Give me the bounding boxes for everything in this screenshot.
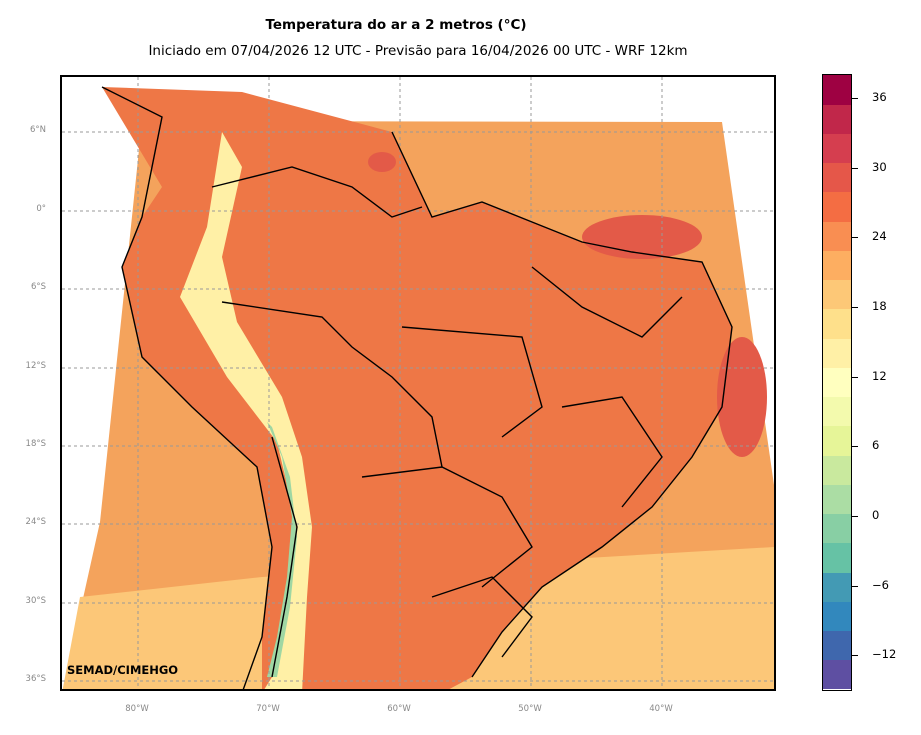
colorbar-tick-label: 24 bbox=[872, 229, 887, 244]
gridlines bbox=[62, 77, 774, 689]
colorbar-band bbox=[823, 191, 851, 222]
colorbar-tick bbox=[852, 376, 858, 378]
brazil-north-border bbox=[211, 166, 423, 218]
credit-label: SEMAD/CIMEHGO bbox=[67, 663, 179, 677]
colorbar-band bbox=[823, 659, 851, 690]
hot-spot-east-coast bbox=[717, 337, 767, 457]
colorbar-band bbox=[823, 250, 851, 281]
lon-label-70w: 70°W bbox=[256, 704, 280, 714]
colorbar-band bbox=[823, 542, 851, 573]
lon-label-40w: 40°W bbox=[649, 704, 673, 714]
hot-spot-northeast bbox=[582, 215, 702, 259]
atlantic-coast bbox=[391, 131, 733, 678]
colorbar-band bbox=[823, 601, 851, 632]
colorbar-band bbox=[823, 367, 851, 398]
colorbar-band bbox=[823, 308, 851, 339]
brazil-west-border bbox=[221, 301, 443, 468]
colorbar-tick bbox=[852, 167, 858, 169]
lat-label-18s: 18°S bbox=[25, 439, 46, 449]
states-2 bbox=[531, 266, 683, 338]
colorbar-band bbox=[823, 279, 851, 310]
states-4 bbox=[431, 576, 533, 658]
chart-title: Temperatura do ar a 2 metros (°C) bbox=[265, 17, 527, 33]
colorbar-tick-label: 0 bbox=[872, 507, 880, 522]
colorbar-tick-label: 6 bbox=[872, 438, 880, 453]
colorbar-band bbox=[823, 513, 851, 544]
lat-label-6n: 6°N bbox=[29, 125, 46, 135]
temperature-map bbox=[62, 77, 774, 689]
colorbar-tick-label: 36 bbox=[872, 90, 887, 105]
states-3 bbox=[361, 466, 533, 588]
map-area[interactable] bbox=[60, 75, 776, 691]
lat-label-30s: 30°S bbox=[25, 596, 46, 606]
colorbar-tick bbox=[852, 98, 858, 100]
colorbar bbox=[822, 74, 852, 691]
colorbar-band bbox=[823, 162, 851, 193]
colorbar-tick bbox=[852, 515, 858, 517]
lat-label-0: 0° bbox=[36, 204, 46, 214]
colorbar-band bbox=[823, 104, 851, 134]
colorbar-tick bbox=[852, 655, 858, 657]
colorbar-band bbox=[823, 572, 851, 602]
lat-label-36s: 36°S bbox=[25, 674, 46, 684]
colorbar-band bbox=[823, 133, 851, 164]
lat-label-12s: 12°S bbox=[25, 361, 46, 371]
colorbar-band bbox=[823, 455, 851, 485]
hot-spot-north bbox=[368, 152, 396, 172]
colorbar-tick bbox=[852, 307, 858, 309]
andes-border bbox=[271, 436, 298, 678]
colorbar-band bbox=[823, 75, 851, 105]
colorbar-tick-label: 18 bbox=[872, 299, 887, 314]
coastline bbox=[101, 86, 273, 689]
colorbar-tick bbox=[852, 585, 858, 587]
colorbar-tick-label: −12 bbox=[872, 647, 897, 662]
colorbar-band bbox=[823, 425, 851, 456]
colorbar-tick bbox=[852, 446, 858, 448]
colorbar-tick-label: 12 bbox=[872, 368, 887, 383]
colorbar-band bbox=[823, 221, 851, 251]
states-5 bbox=[561, 396, 663, 508]
lat-label-24s: 24°S bbox=[25, 517, 46, 527]
colorbar-band bbox=[823, 484, 851, 515]
lat-label-6s: 6°S bbox=[30, 282, 46, 292]
lon-label-60w: 60°W bbox=[387, 704, 411, 714]
country-borders bbox=[101, 86, 733, 689]
andes-cool-strip bbox=[180, 132, 312, 689]
colorbar-band bbox=[823, 630, 851, 661]
lon-label-50w: 50°W bbox=[518, 704, 542, 714]
chart-subtitle: Iniciado em 07/04/2026 12 UTC - Previsão… bbox=[148, 43, 688, 59]
south-america-land bbox=[102, 87, 732, 689]
colorbar-tick-label: −6 bbox=[872, 577, 889, 592]
colorbar-tick-label: 30 bbox=[872, 159, 887, 174]
colorbar-band bbox=[823, 396, 851, 427]
colorbar-tick bbox=[852, 237, 858, 239]
colorbar-band bbox=[823, 338, 851, 368]
lon-label-80w: 80°W bbox=[125, 704, 149, 714]
states-1 bbox=[401, 326, 543, 438]
